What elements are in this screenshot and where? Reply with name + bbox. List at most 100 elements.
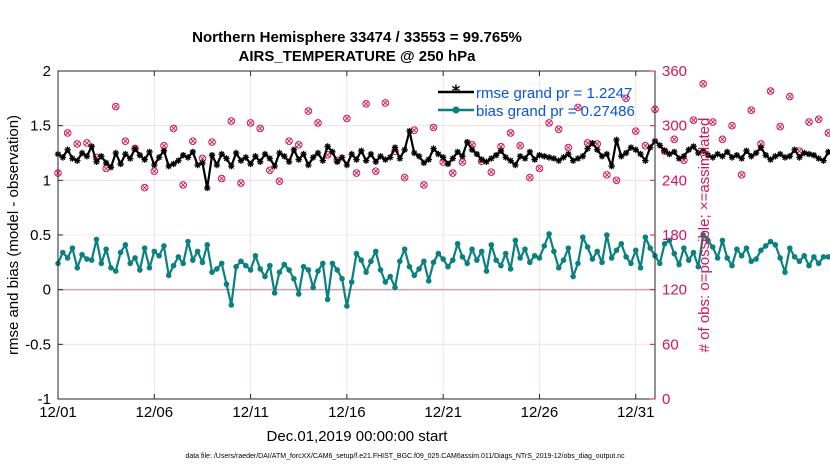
obs-point-cross	[305, 108, 311, 114]
obs-point	[169, 124, 178, 133]
obs-point-cross	[816, 116, 822, 122]
obs-point-cross	[161, 143, 167, 149]
rmse-point	[266, 155, 274, 162]
rmse-point	[526, 148, 534, 156]
rmse-point	[618, 153, 625, 160]
obs-point-cross	[623, 95, 629, 101]
rmse-point	[78, 149, 86, 157]
bias-point	[724, 255, 731, 261]
bias-point	[329, 260, 336, 267]
rmse-point	[112, 149, 119, 157]
bias-point	[565, 245, 572, 251]
bias-point	[767, 238, 774, 245]
bias-point	[358, 257, 365, 263]
obs-point	[73, 140, 82, 148]
rmse-point	[141, 156, 148, 163]
rmse-point	[709, 154, 716, 161]
rmse-point	[295, 156, 302, 163]
rmse-point	[59, 154, 67, 161]
obs-point	[689, 116, 698, 124]
bias-point	[762, 243, 769, 249]
bias-point	[411, 272, 418, 279]
rmse-point	[521, 155, 529, 162]
bias-point	[782, 269, 788, 275]
rmse-point	[752, 149, 760, 157]
obs-point	[545, 119, 553, 127]
obs-point	[208, 138, 216, 146]
obs-point-circle	[545, 119, 553, 127]
rmse-point	[170, 160, 177, 168]
rmse-point	[93, 158, 100, 165]
rmse-point	[791, 146, 798, 153]
rmse-point	[439, 154, 447, 161]
obs-point-circle	[708, 118, 717, 126]
data-file-note: data file: /Users/raeder/DAI/ATM_forcXX/…	[185, 453, 625, 460]
obs-point	[343, 114, 351, 123]
obs-point	[420, 181, 428, 189]
bias-point	[589, 256, 596, 262]
obs-point-circle	[448, 169, 457, 177]
y-tick-label-right-1: 60	[662, 336, 679, 353]
y-tick-label-left-1: -0.5	[25, 336, 51, 353]
obs-point-circle	[83, 139, 91, 147]
rmse-point	[83, 153, 91, 160]
rmse-point	[396, 155, 404, 162]
rmse-point	[406, 127, 413, 135]
bias-point	[421, 258, 427, 265]
bias-point	[84, 256, 90, 262]
rmse-point	[208, 151, 216, 159]
bias-point	[88, 257, 95, 263]
obs-point-circle	[294, 141, 303, 149]
obs-point-cross	[296, 142, 302, 148]
obs-point	[603, 171, 611, 179]
y-tick-label-right-2: 120	[662, 282, 687, 299]
rmse-point	[290, 146, 298, 153]
rmse-point	[213, 161, 221, 169]
bias-point	[623, 254, 629, 260]
bias-point	[695, 263, 702, 270]
obs-point-circle	[179, 181, 187, 189]
rmse-point	[367, 150, 375, 158]
obs-point-cross	[228, 118, 234, 124]
obs-point-cross	[247, 120, 254, 126]
obs-point-cross	[527, 174, 533, 181]
y-tick-label-right-6: 360	[662, 63, 687, 80]
bias-point	[570, 273, 576, 280]
bias-point	[170, 262, 177, 269]
bias-point	[60, 249, 66, 256]
bias-point	[825, 254, 830, 260]
bias-point	[690, 249, 697, 256]
bias-point	[223, 281, 230, 288]
bias-point	[252, 252, 259, 259]
obs-point-cross	[103, 165, 109, 172]
rmse-point	[165, 162, 172, 170]
obs-point-circle	[208, 138, 216, 146]
bias-point	[777, 255, 783, 261]
obs-point	[179, 181, 187, 189]
obs-point-circle	[670, 135, 679, 144]
bias-point	[714, 255, 721, 261]
obs-point	[554, 125, 563, 134]
rmse-point	[454, 148, 461, 156]
bias-point	[209, 269, 215, 275]
bias-point	[112, 268, 119, 274]
obs-point-cross	[719, 136, 726, 142]
bias-point	[459, 254, 466, 260]
obs-point	[574, 103, 582, 112]
obs-point	[217, 174, 226, 183]
obs-point-cross	[122, 138, 129, 144]
obs-point-circle	[285, 137, 293, 145]
bias-point	[247, 267, 254, 273]
rmse-point	[786, 153, 794, 160]
rmse-point	[435, 150, 442, 158]
bias-point	[512, 237, 519, 244]
obs-point-circle	[516, 141, 524, 150]
rmse-point	[815, 155, 822, 162]
bias-point	[440, 256, 446, 262]
bias-point	[806, 262, 812, 269]
obs-point	[786, 92, 794, 101]
legend-rmse-marker: *	[452, 82, 461, 102]
obs-point-circle	[227, 117, 236, 125]
obs-point	[237, 179, 245, 187]
obs-point-circle	[140, 183, 149, 192]
